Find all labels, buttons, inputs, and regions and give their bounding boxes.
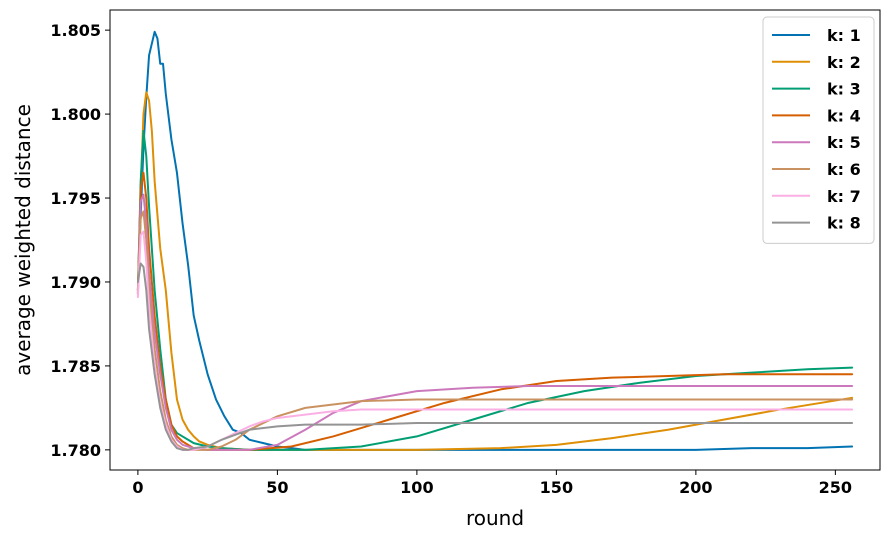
series-line-k2 bbox=[136, 91, 854, 451]
series-line-k8 bbox=[136, 262, 854, 451]
series-line-k6 bbox=[136, 210, 854, 451]
y-tick-label: 1.805 bbox=[50, 21, 101, 40]
y-tick-label: 1.790 bbox=[50, 273, 101, 292]
legend-label-k1: k: 1 bbox=[827, 26, 861, 45]
legend-label-k3: k: 3 bbox=[827, 80, 861, 99]
legend-label-k2: k: 2 bbox=[827, 53, 861, 72]
x-tick-label: 250 bbox=[819, 478, 852, 497]
legend: k: 1 k: 2 k: 3 k: 4 k: 5 k: 6 k: 7 k: 8 bbox=[762, 16, 875, 244]
y-axis-ticks: 1.780 1.785 1.790 1.795 1.800 1.805 bbox=[50, 21, 110, 460]
y-tick-label: 1.780 bbox=[50, 441, 101, 460]
y-tick-label: 1.795 bbox=[50, 189, 101, 208]
legend-box bbox=[762, 16, 875, 244]
plot-frame bbox=[109, 9, 881, 471]
legend-label-k8: k: 8 bbox=[827, 214, 861, 233]
series-layer bbox=[136, 30, 854, 451]
x-tick-label: 0 bbox=[132, 478, 143, 497]
legend-label-k4: k: 4 bbox=[827, 106, 861, 125]
x-tick-label: 100 bbox=[400, 478, 433, 497]
legend-label-k5: k: 5 bbox=[827, 133, 861, 152]
legend-label-k6: k: 6 bbox=[827, 160, 861, 179]
x-axis-label: round bbox=[466, 506, 524, 530]
legend-label-k7: k: 7 bbox=[827, 187, 861, 206]
y-tick-label: 1.785 bbox=[50, 357, 101, 376]
x-axis-ticks: 0 50 100 150 200 250 bbox=[132, 470, 852, 497]
x-tick-label: 150 bbox=[540, 478, 573, 497]
x-tick-label: 50 bbox=[266, 478, 288, 497]
y-tick-label: 1.800 bbox=[50, 105, 101, 124]
x-tick-label: 200 bbox=[679, 478, 712, 497]
y-axis-label: average weighted distance bbox=[11, 104, 35, 376]
